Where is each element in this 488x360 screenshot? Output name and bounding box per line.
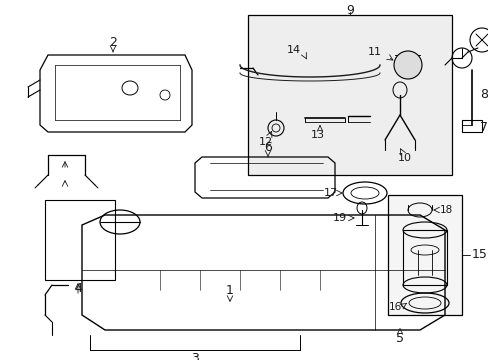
Text: 17: 17 (323, 188, 337, 198)
Ellipse shape (393, 51, 421, 79)
Text: 7: 7 (479, 121, 487, 135)
Text: 2: 2 (109, 36, 117, 49)
Text: 19: 19 (332, 213, 346, 223)
Bar (387, 195, 461, 315)
Text: 10: 10 (397, 153, 411, 163)
Bar (402, 230, 446, 285)
Text: 6: 6 (264, 141, 271, 154)
Text: 3: 3 (191, 351, 199, 360)
Text: 13: 13 (310, 130, 325, 140)
Text: 11: 11 (367, 47, 381, 57)
Text: 14: 14 (286, 45, 301, 55)
Text: 9: 9 (346, 4, 353, 17)
Text: 12: 12 (259, 137, 272, 147)
Text: 5: 5 (395, 332, 403, 345)
Text: 4: 4 (74, 282, 82, 294)
Text: 1: 1 (225, 284, 233, 297)
Bar (45, 200, 115, 280)
Text: 16: 16 (388, 302, 401, 312)
Text: 8: 8 (479, 89, 487, 102)
Bar (247, 15, 451, 175)
Text: 18: 18 (439, 205, 452, 215)
Bar (461, 120, 481, 132)
Text: 15: 15 (471, 248, 487, 261)
